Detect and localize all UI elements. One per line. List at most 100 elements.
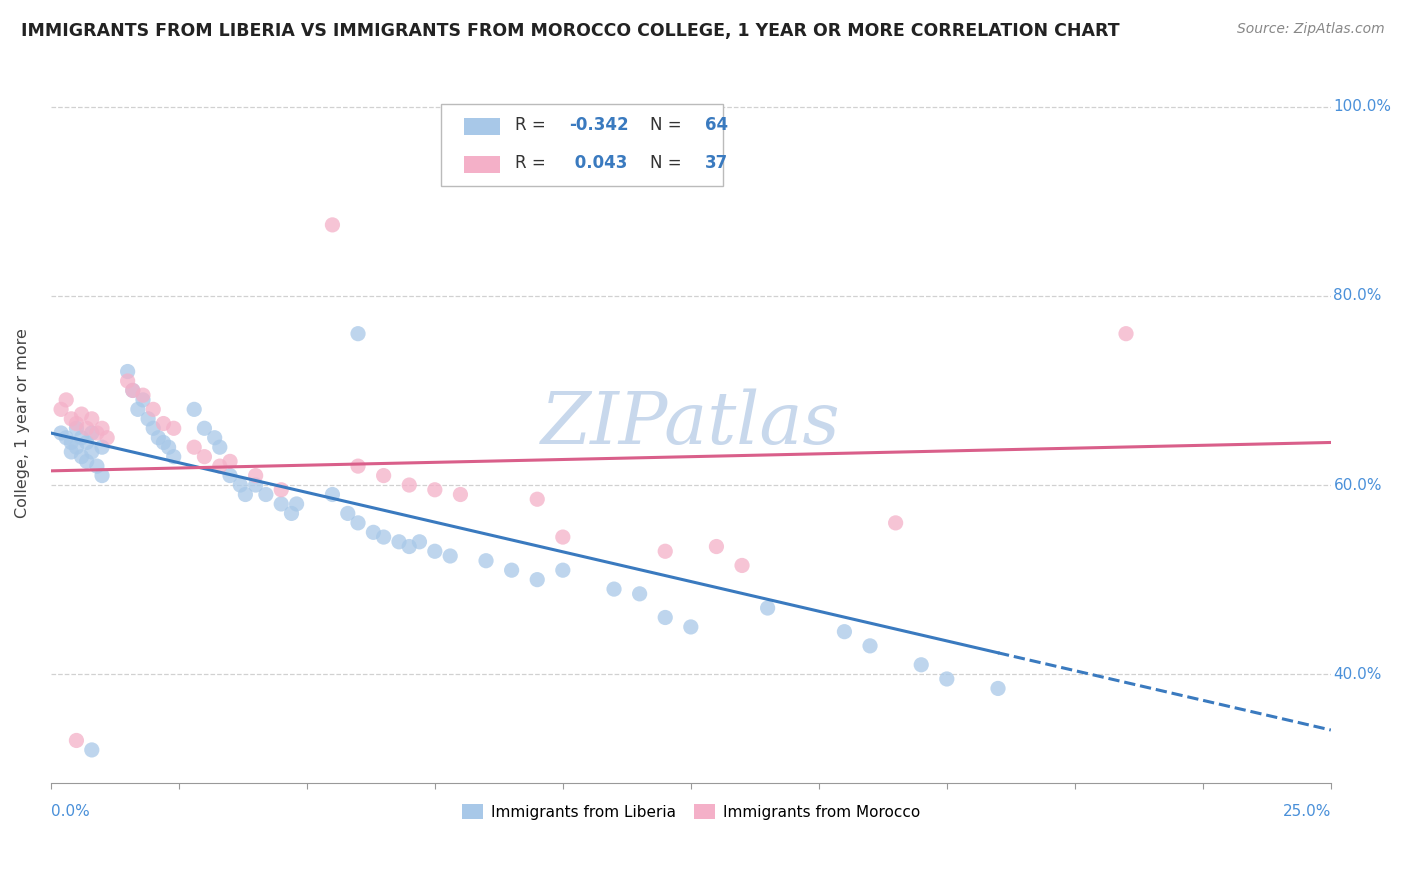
Point <box>884 516 907 530</box>
Point <box>121 384 143 398</box>
Point <box>373 530 395 544</box>
Point <box>235 487 257 501</box>
Point <box>756 601 779 615</box>
Point <box>60 445 83 459</box>
Text: R =: R = <box>516 116 551 134</box>
Point <box>526 492 548 507</box>
Text: 25.0%: 25.0% <box>1282 804 1331 819</box>
Point <box>208 459 231 474</box>
Point <box>654 610 676 624</box>
Point <box>80 425 103 440</box>
Point <box>654 544 676 558</box>
Point <box>183 402 205 417</box>
Point <box>96 431 118 445</box>
Point <box>193 450 215 464</box>
Text: 64: 64 <box>704 116 728 134</box>
Point <box>270 497 292 511</box>
Point <box>117 374 139 388</box>
Point <box>423 483 446 497</box>
Text: 0.0%: 0.0% <box>51 804 90 819</box>
Point <box>157 440 180 454</box>
Point <box>398 478 420 492</box>
Point <box>1115 326 1137 341</box>
Point <box>679 620 702 634</box>
Point <box>80 412 103 426</box>
Point <box>132 388 155 402</box>
Point <box>285 497 308 511</box>
Point <box>55 392 77 407</box>
Point <box>127 402 149 417</box>
Point <box>603 582 626 596</box>
Point <box>70 431 93 445</box>
Point <box>136 412 159 426</box>
Text: IMMIGRANTS FROM LIBERIA VS IMMIGRANTS FROM MOROCCO COLLEGE, 1 YEAR OR MORE CORRE: IMMIGRANTS FROM LIBERIA VS IMMIGRANTS FR… <box>21 22 1119 40</box>
Point <box>163 450 186 464</box>
Point <box>423 544 446 558</box>
Point <box>449 487 471 501</box>
Point <box>132 392 155 407</box>
Point <box>204 431 226 445</box>
Point <box>628 587 651 601</box>
Point <box>65 421 87 435</box>
Point <box>86 459 108 474</box>
Point <box>91 440 114 454</box>
Point <box>347 459 370 474</box>
Point <box>76 454 98 468</box>
Point <box>254 487 277 501</box>
Point <box>80 445 103 459</box>
Text: 80.0%: 80.0% <box>1333 288 1382 303</box>
Point <box>475 554 498 568</box>
Point <box>731 558 754 573</box>
Point <box>65 440 87 454</box>
Point <box>859 639 882 653</box>
Point <box>336 507 359 521</box>
Point <box>117 365 139 379</box>
FancyBboxPatch shape <box>441 103 723 186</box>
FancyBboxPatch shape <box>464 155 501 173</box>
Point <box>65 733 87 747</box>
Text: N =: N = <box>650 153 686 171</box>
Text: Source: ZipAtlas.com: Source: ZipAtlas.com <box>1237 22 1385 37</box>
Point <box>219 468 242 483</box>
Point <box>70 450 93 464</box>
Point <box>80 743 103 757</box>
Point <box>987 681 1010 696</box>
Point <box>551 530 574 544</box>
Point <box>347 326 370 341</box>
Point <box>501 563 523 577</box>
Point <box>388 534 411 549</box>
Point <box>86 425 108 440</box>
Y-axis label: College, 1 year or more: College, 1 year or more <box>15 328 30 518</box>
Point <box>65 417 87 431</box>
Point <box>270 483 292 497</box>
Text: ZIPatlas: ZIPatlas <box>541 388 841 458</box>
Text: 37: 37 <box>704 153 728 171</box>
Text: 40.0%: 40.0% <box>1333 666 1382 681</box>
FancyBboxPatch shape <box>464 118 501 136</box>
Point <box>398 540 420 554</box>
Point <box>280 507 302 521</box>
Point <box>321 487 343 501</box>
Text: 100.0%: 100.0% <box>1333 99 1392 114</box>
Point <box>193 421 215 435</box>
Point <box>49 425 72 440</box>
Point <box>55 431 77 445</box>
Point <box>245 478 267 492</box>
Point <box>408 534 430 549</box>
Point <box>183 440 205 454</box>
Point <box>70 407 93 421</box>
Point <box>142 421 165 435</box>
Point <box>935 672 957 686</box>
Text: R =: R = <box>516 153 551 171</box>
Text: 60.0%: 60.0% <box>1333 477 1382 492</box>
Point <box>219 454 242 468</box>
Point <box>229 478 252 492</box>
Point <box>526 573 548 587</box>
Point <box>163 421 186 435</box>
Point <box>152 435 174 450</box>
Point <box>834 624 856 639</box>
Point <box>208 440 231 454</box>
Legend: Immigrants from Liberia, Immigrants from Morocco: Immigrants from Liberia, Immigrants from… <box>456 798 927 826</box>
Text: N =: N = <box>650 116 686 134</box>
Point <box>439 549 461 563</box>
